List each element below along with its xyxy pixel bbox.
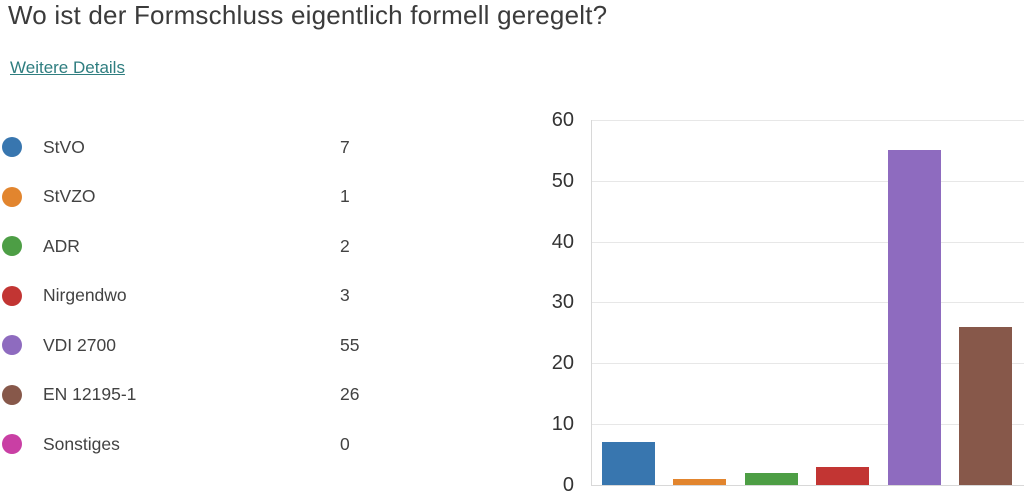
legend-item-label: Nirgendwo [43, 285, 127, 305]
legend-item: EN 12195-1 26 [0, 370, 420, 420]
legend-color-dot [2, 186, 22, 207]
gridline [592, 424, 1024, 425]
legend-color-dot [2, 434, 22, 454]
legend-color-dot [2, 236, 22, 256]
legend-item-label: StVZO [43, 186, 96, 206]
legend-item-label: EN 12195-1 [43, 384, 137, 404]
gridline [592, 242, 1024, 243]
y-axis-tick-label: 30 [551, 291, 574, 313]
bar-en-12195-1 [959, 327, 1012, 485]
legend: StVO 7 StVZO 1 ADR 2 Nirgendwo 3 VDI 2700 55 EN 12… [0, 0, 420, 492]
legend-item: Nirgendwo 3 [0, 271, 420, 321]
y-axis-tick-label: 10 [551, 413, 574, 435]
legend-item: ADR 2 [0, 221, 420, 271]
bar-stvzo [673, 479, 726, 485]
legend-item-value: 55 [340, 334, 360, 355]
legend-color-dot [2, 285, 22, 306]
legend-item-label: ADR [43, 235, 80, 256]
weitere-details-link[interactable]: Weitere Details [10, 58, 125, 77]
legend-item-value: 7 [340, 136, 350, 157]
y-axis-tick-label: 50 [551, 170, 574, 192]
legend-item-value: 26 [340, 384, 360, 404]
gridline [592, 181, 1024, 182]
y-axis-tick-label: 0 [562, 474, 574, 496]
bar-adr [745, 473, 798, 485]
legend-item-value: 2 [340, 235, 350, 256]
gridline [592, 302, 1024, 303]
legend-item-label: StVO [43, 136, 85, 157]
gridline [592, 120, 1024, 121]
bar-vdi-2700 [888, 150, 941, 485]
legend-item-value: 0 [340, 433, 350, 454]
bar-chart [591, 120, 1024, 486]
legend-item: StVZO 1 [0, 172, 420, 222]
y-axis-tick-label: 20 [551, 352, 574, 374]
bar-stvo [602, 442, 655, 485]
legend-item: Sonstiges 0 [0, 419, 420, 469]
legend-item-value: 1 [340, 186, 350, 206]
page-title: Wo ist der Formschluss eigentlich formel… [8, 0, 608, 30]
legend-item: StVO 7 [0, 122, 420, 172]
legend-item: VDI 2700 55 [0, 320, 420, 370]
legend-item-value: 3 [340, 285, 350, 305]
bar-nirgendwo [816, 467, 869, 485]
legend-item-label: Sonstiges [43, 433, 120, 454]
y-axis-tick-label: 40 [551, 231, 574, 253]
legend-color-dot [2, 335, 22, 355]
legend-color-dot [2, 384, 22, 405]
y-axis-tick-label: 60 [551, 109, 574, 131]
gridline [592, 363, 1024, 364]
legend-item-label: VDI 2700 [43, 334, 116, 355]
legend-color-dot [2, 137, 22, 157]
